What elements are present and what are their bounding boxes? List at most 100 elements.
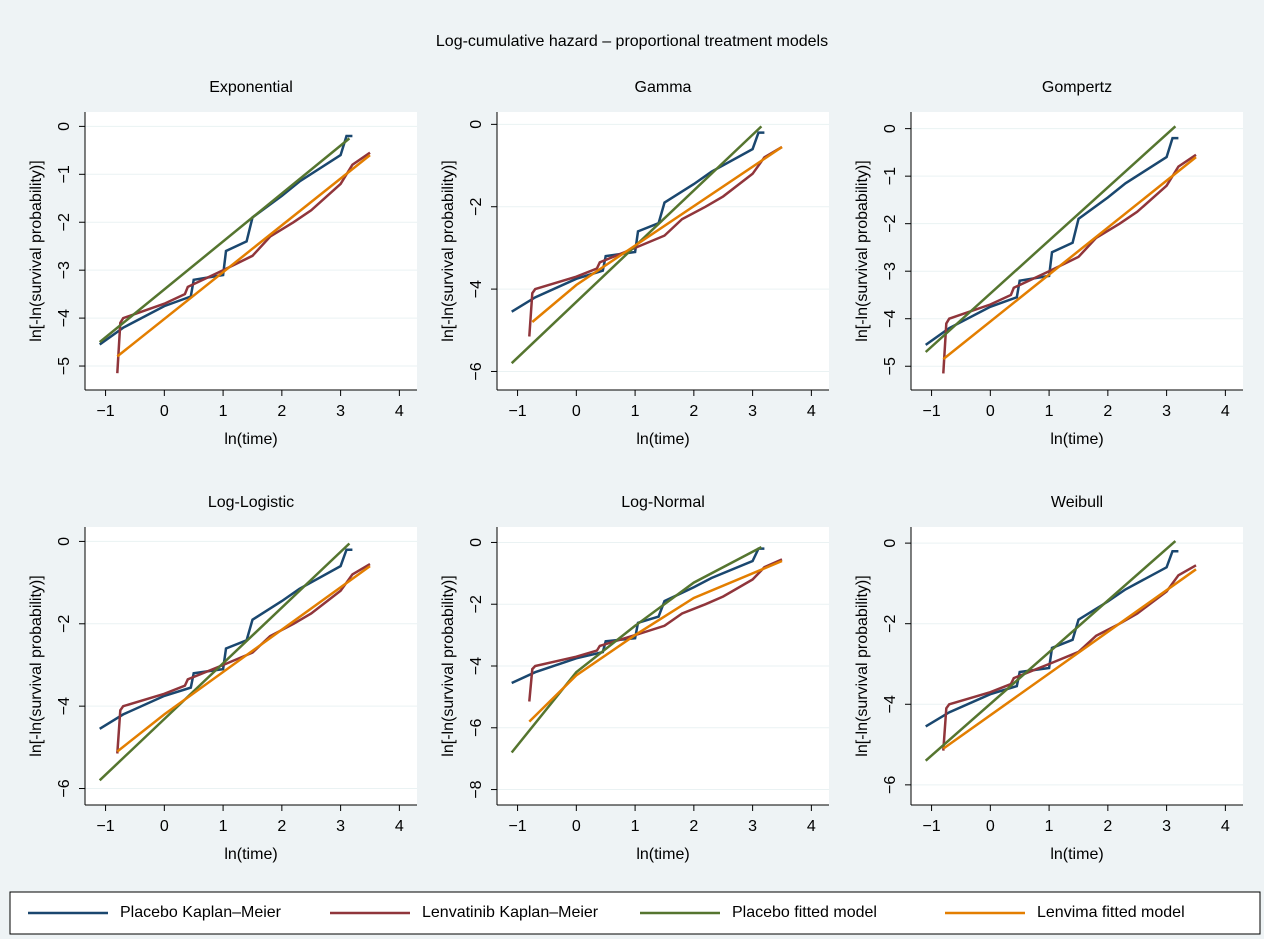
- legend-label: Lenvima fitted model: [1037, 904, 1185, 921]
- plot-area: [497, 112, 829, 390]
- series-line: [98, 134, 353, 346]
- x-tick-label: 0: [572, 403, 581, 420]
- x-tick-label: −1: [922, 403, 940, 420]
- y-tick-label: 0: [882, 539, 899, 548]
- y-axis-title: ln[-ln(survival probability)]: [28, 160, 45, 341]
- legend-label: Lenvatinib Kaplan–Meier: [422, 904, 599, 921]
- series-line: [98, 542, 351, 782]
- y-tick-label: −5: [56, 357, 73, 375]
- y-axis-title: ln[-ln(survival probability)]: [440, 160, 457, 341]
- y-tick-label: −6: [468, 362, 485, 380]
- y-tick-label: −5: [882, 357, 899, 375]
- y-tick-label: −6: [468, 719, 485, 737]
- series-line: [116, 563, 371, 754]
- chart-title: Gamma: [635, 79, 692, 96]
- y-tick-label: −2: [468, 595, 485, 613]
- x-tick-label: 3: [336, 403, 345, 420]
- x-tick-label: 1: [631, 403, 640, 420]
- y-tick-label: −2: [882, 214, 899, 232]
- series-line: [924, 136, 1179, 346]
- x-tick-label: 1: [1045, 403, 1054, 420]
- x-tick-label: 2: [689, 403, 698, 420]
- x-axis-title: ln(time): [1050, 431, 1103, 448]
- x-tick-label: 2: [689, 818, 698, 835]
- series-line: [511, 547, 765, 685]
- chart-title: Log-Logistic: [208, 494, 294, 511]
- x-tick-label: 3: [1162, 818, 1171, 835]
- x-tick-label: 1: [219, 403, 228, 420]
- legend-label: Placebo Kaplan–Meier: [120, 904, 282, 921]
- series-line: [528, 145, 783, 337]
- y-tick-label: −4: [882, 309, 899, 327]
- y-tick-label: −6: [56, 779, 73, 797]
- x-tick-label: 4: [807, 403, 816, 420]
- series-line: [528, 559, 783, 723]
- y-tick-label: −2: [882, 614, 899, 632]
- series-line: [942, 156, 1197, 361]
- y-tick-label: −1: [882, 167, 899, 185]
- y-tick-label: −4: [468, 280, 485, 298]
- y-tick-label: 0: [56, 537, 73, 546]
- plot-area: [911, 527, 1243, 805]
- series-line: [116, 151, 371, 374]
- y-axis-title: ln[-ln(survival probability)]: [854, 160, 871, 341]
- main-title: Log-cumulative hazard – proportional tre…: [436, 33, 828, 50]
- x-tick-label: −1: [96, 403, 114, 420]
- y-tick-label: −1: [56, 165, 73, 183]
- series-line: [510, 545, 762, 754]
- x-tick-label: 0: [986, 818, 995, 835]
- x-axis-title: ln(time): [1050, 846, 1103, 863]
- y-tick-label: −8: [468, 780, 485, 798]
- y-tick-label: −3: [882, 262, 899, 280]
- x-tick-label: −1: [922, 818, 940, 835]
- x-tick-label: 4: [395, 403, 404, 420]
- series-line: [98, 137, 351, 344]
- y-axis-title: ln[-ln(survival probability)]: [28, 575, 45, 756]
- x-tick-label: 1: [631, 818, 640, 835]
- x-tick-label: 2: [277, 403, 286, 420]
- y-tick-label: −6: [882, 776, 899, 794]
- y-tick-label: −4: [56, 309, 73, 327]
- chart-title: Weibull: [1051, 494, 1103, 511]
- series-line: [116, 565, 371, 753]
- series-line: [924, 125, 1177, 353]
- x-tick-label: 4: [395, 818, 404, 835]
- y-tick-label: −2: [56, 213, 73, 231]
- y-tick-label: 0: [882, 124, 899, 133]
- x-tick-label: 4: [807, 818, 816, 835]
- x-tick-label: 1: [1045, 818, 1054, 835]
- x-tick-label: 0: [160, 403, 169, 420]
- series-line: [924, 540, 1177, 762]
- series-line: [925, 549, 1179, 728]
- x-axis-title: ln(time): [636, 846, 689, 863]
- y-axis-title: ln[-ln(survival probability)]: [440, 575, 457, 756]
- y-tick-label: 0: [56, 122, 73, 131]
- y-axis-title: ln[-ln(survival probability)]: [854, 575, 871, 756]
- y-tick-label: −4: [468, 657, 485, 675]
- series-line: [99, 548, 353, 730]
- x-tick-label: 3: [748, 818, 757, 835]
- legend-box: [9, 891, 1261, 935]
- x-tick-label: 4: [1221, 818, 1230, 835]
- x-tick-label: 2: [1103, 818, 1112, 835]
- chart-title: Log-Normal: [621, 494, 705, 511]
- y-tick-label: 0: [468, 538, 485, 547]
- x-tick-label: −1: [508, 818, 526, 835]
- y-tick-label: −2: [468, 198, 485, 216]
- x-tick-label: 2: [277, 818, 286, 835]
- x-tick-label: −1: [96, 818, 114, 835]
- y-tick-label: −2: [56, 615, 73, 633]
- y-tick-label: 0: [468, 120, 485, 129]
- chart-title: Exponential: [209, 79, 293, 96]
- chart-title: Gompertz: [1042, 79, 1112, 96]
- x-tick-label: 3: [1162, 403, 1171, 420]
- x-tick-label: 0: [160, 818, 169, 835]
- x-tick-label: 2: [1103, 403, 1112, 420]
- series-line: [942, 564, 1197, 751]
- x-tick-label: −1: [508, 403, 526, 420]
- x-axis-title: ln(time): [636, 431, 689, 448]
- series-line: [942, 568, 1197, 750]
- series-line: [511, 131, 765, 313]
